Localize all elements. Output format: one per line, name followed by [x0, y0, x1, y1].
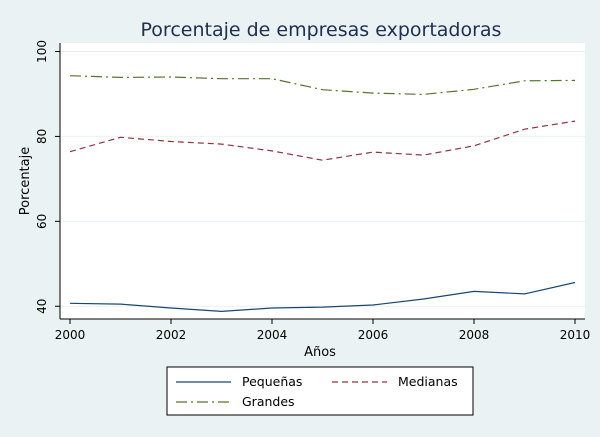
legend-label-0: Pequeñas	[242, 374, 302, 389]
y-tick-label-40: 40	[35, 299, 49, 314]
x-tick-label-2002: 2002	[156, 328, 187, 342]
series-layer	[69, 75, 576, 312]
legend-label-1: Medianas	[398, 374, 458, 389]
y-tick-label-80: 80	[35, 129, 49, 144]
axes	[59, 43, 585, 320]
legend: Pequeñas Medianas Grandes	[166, 366, 474, 416]
plot-area	[60, 43, 585, 319]
y-tick-label-100: 100	[35, 40, 49, 63]
x-tick-label-2000: 2000	[55, 328, 86, 342]
legend-items: Pequeñas Medianas Grandes	[176, 374, 458, 409]
x-tick-label-2004: 2004	[257, 328, 288, 342]
ticks: 40 60 80 100 2000 2002 2004 2006 2008 2010	[35, 40, 590, 342]
y-axis-label: Porcentaje	[18, 147, 33, 215]
x-axis-label: Años	[304, 345, 336, 360]
x-tick-label-2006: 2006	[358, 328, 389, 342]
legend-label-2: Grandes	[242, 394, 295, 409]
y-tick-label-60: 60	[35, 214, 49, 229]
chart-title: Porcentaje de empresas exportadoras	[141, 19, 502, 41]
series-line-2	[69, 75, 576, 96]
x-tick-label-2008: 2008	[459, 328, 490, 342]
legend-box	[166, 366, 474, 416]
series-line-0	[69, 281, 576, 312]
x-tick-label-2010: 2010	[560, 328, 591, 342]
